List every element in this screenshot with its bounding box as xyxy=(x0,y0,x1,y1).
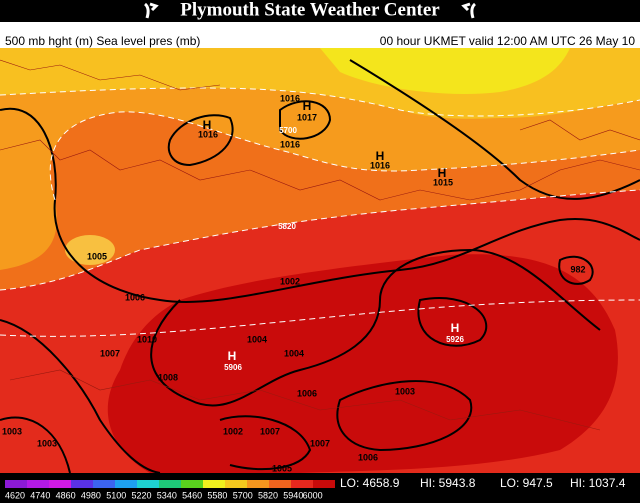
pressure-label: 1002 xyxy=(223,426,243,436)
pressure-label: 1003 xyxy=(395,386,415,396)
high-marker: H xyxy=(228,349,237,363)
pressure-label: 1004 xyxy=(247,334,267,344)
colorbar-swatch xyxy=(313,480,335,488)
pressure-label: 1002 xyxy=(280,276,300,286)
colorbar-swatch xyxy=(291,480,313,488)
pressure-label: 1017 xyxy=(297,112,317,122)
pressure-label: 1005 xyxy=(87,251,107,261)
stat: HI: 1037.4 xyxy=(570,476,626,490)
height-contours xyxy=(0,87,640,337)
colorbar-swatch xyxy=(5,480,27,488)
pressure-label: 1003 xyxy=(2,426,22,436)
map: H 1016 1017 5700 1016 H 1016 H 1016 H 10… xyxy=(0,48,640,474)
colorbar-label: 4740 xyxy=(30,490,50,500)
pressure-label: 1007 xyxy=(100,348,120,358)
pressure-label: 1003 xyxy=(37,438,57,448)
pressure-label: 1016 xyxy=(370,160,390,170)
colorbar-swatch xyxy=(93,480,115,488)
height-label: 5820 xyxy=(278,222,296,231)
colorbar-swatch xyxy=(225,480,247,488)
colorbar-label: 5100 xyxy=(106,490,126,500)
pressure-label: 1016 xyxy=(280,139,300,149)
colorbar-swatch xyxy=(203,480,225,488)
stat: HI: 5943.8 xyxy=(420,476,476,490)
logo-right xyxy=(461,2,477,19)
pressure-label: 1015 xyxy=(433,177,453,187)
colorbar-swatch xyxy=(269,480,291,488)
colorbar-label: 6000 xyxy=(303,490,323,500)
header-right: 00 hour UKMET valid 12:00 AM UTC 26 May … xyxy=(380,34,636,48)
title: Plymouth State Weather Center xyxy=(180,0,440,20)
high-marker: H xyxy=(451,321,460,335)
pressure-label: 1016 xyxy=(280,93,300,103)
pressure-label: 1006 xyxy=(297,388,317,398)
header-left: 500 mb hght (m) Sea level pres (mb) xyxy=(5,34,200,48)
colorbar-label: 4980 xyxy=(81,490,101,500)
pressure-label: 1016 xyxy=(198,129,218,139)
colorbar-swatch xyxy=(115,480,137,488)
stat: LO: 4658.9 xyxy=(340,476,400,490)
high-marker: H xyxy=(303,99,312,113)
high-marker: H xyxy=(376,149,385,163)
colorbar-swatch xyxy=(49,480,71,488)
high-marker: H xyxy=(203,118,212,132)
region-local xyxy=(65,235,115,265)
pressure-label: 1007 xyxy=(260,426,280,436)
map-labels: H 1016 1017 5700 1016 H 1016 H 1016 H 10… xyxy=(2,93,586,473)
colorbar-label: 5340 xyxy=(157,490,177,500)
colorbar-label: 4620 xyxy=(5,490,25,500)
height-label: 5906 xyxy=(224,363,242,372)
title-bar xyxy=(0,0,640,22)
colorbar-label: 5460 xyxy=(182,490,202,500)
coastlines xyxy=(0,59,640,431)
height-label: 5700 xyxy=(279,126,297,135)
height-label: 5926 xyxy=(446,335,464,344)
colorbar-swatch xyxy=(181,480,203,488)
region-yellow xyxy=(320,48,570,94)
pressure-label: 1006 xyxy=(358,452,378,462)
pressure-label: 1005 xyxy=(272,463,292,473)
pressure-label: 982 xyxy=(570,264,585,274)
pressure-label: 1010 xyxy=(137,334,157,344)
pressure-label: 1008 xyxy=(158,372,178,382)
colorbar-swatch xyxy=(159,480,181,488)
stat: LO: 947.5 xyxy=(500,476,553,490)
pressure-label: 1006 xyxy=(125,292,145,302)
colorbar-swatch xyxy=(27,480,49,488)
colorbar-label: 5580 xyxy=(207,490,227,500)
colorbar: 4620 4740 4860 4980 5100 5220 5340 5460 5580 5700… xyxy=(5,480,335,500)
header-bar xyxy=(0,22,640,48)
colorbar-label: 5940 xyxy=(283,490,303,500)
high-marker: H xyxy=(438,166,447,180)
logo-left xyxy=(143,2,159,19)
colorbar-label: 5820 xyxy=(258,490,278,500)
colorbar-label: 4860 xyxy=(56,490,76,500)
colorbar-swatch xyxy=(247,480,269,488)
colorbar-swatch xyxy=(71,480,93,488)
colorbar-label: 5220 xyxy=(132,490,152,500)
pressure-label: 1004 xyxy=(284,348,304,358)
region-dark-red xyxy=(107,254,618,473)
colorbar-swatch xyxy=(137,480,159,488)
colorbar-label: 5700 xyxy=(233,490,253,500)
pressure-label: 1007 xyxy=(310,438,330,448)
